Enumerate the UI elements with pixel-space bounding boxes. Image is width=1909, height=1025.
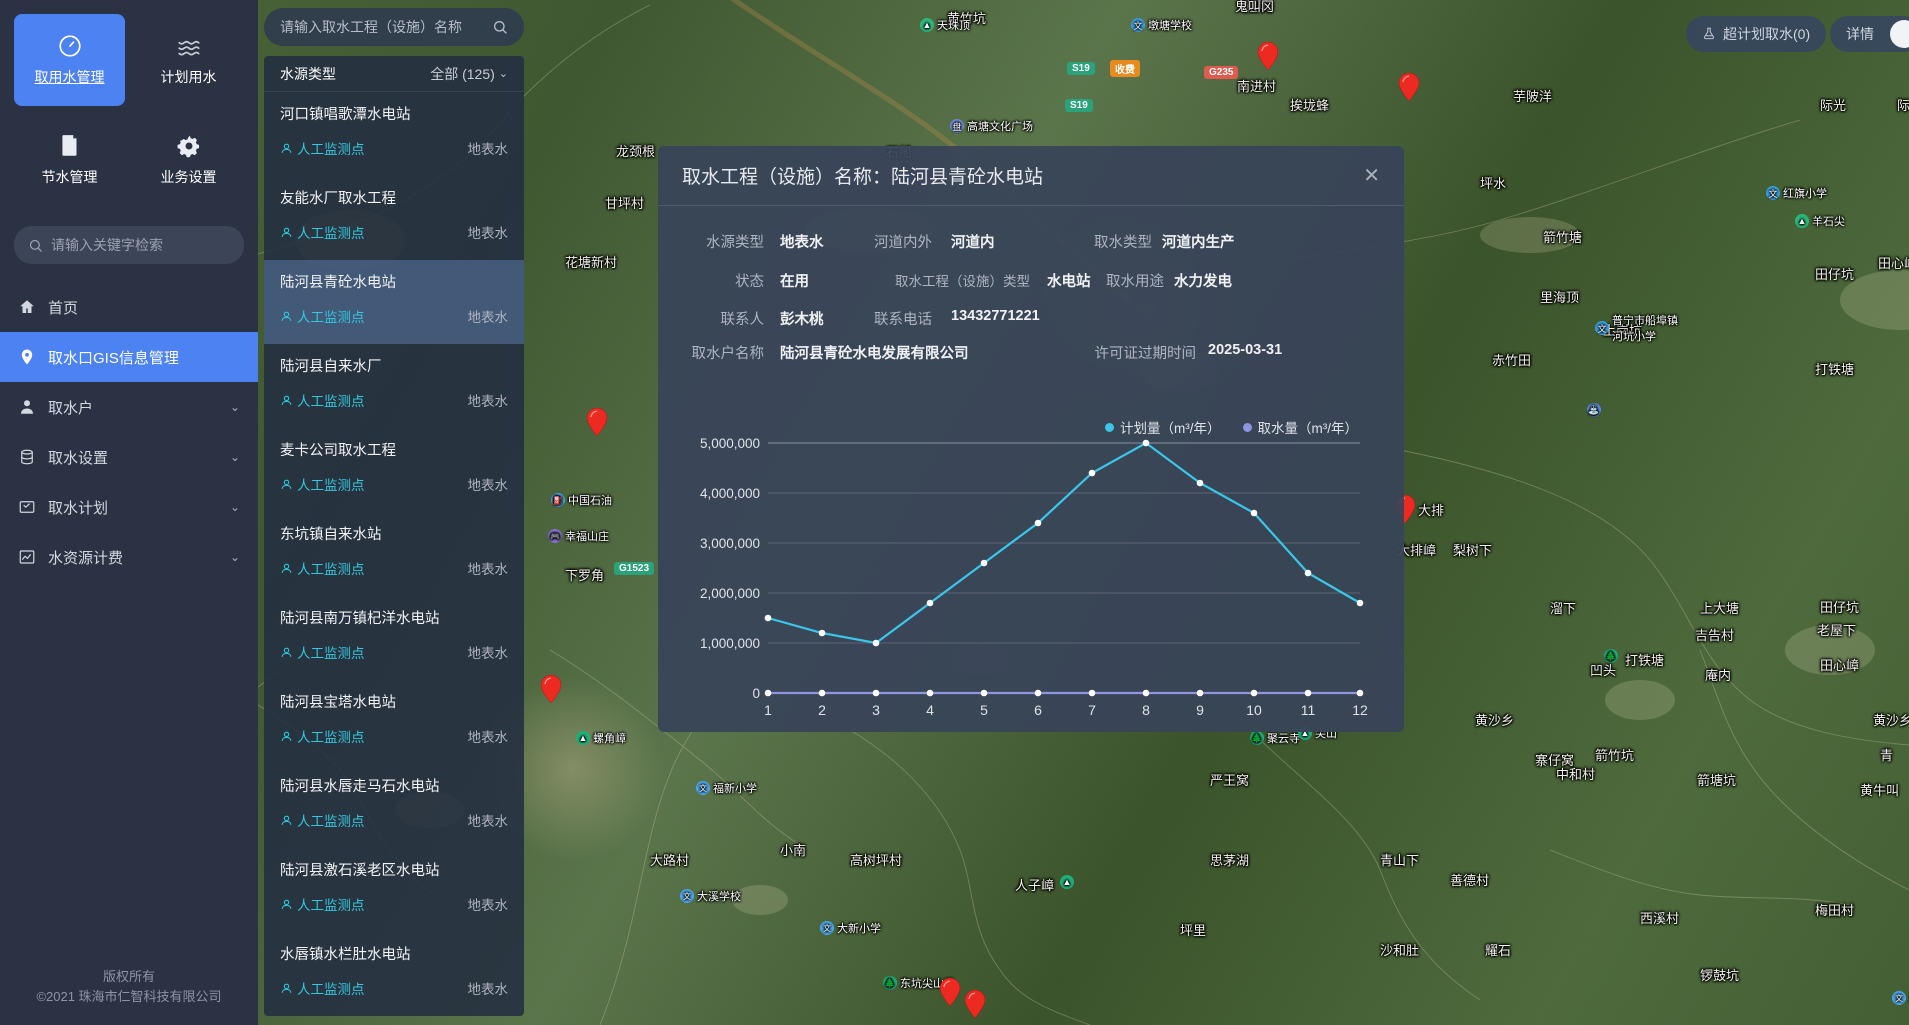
svg-text:1: 1 bbox=[764, 702, 772, 718]
svg-text:10: 10 bbox=[1246, 702, 1262, 718]
svg-text:9: 9 bbox=[1196, 702, 1204, 718]
svg-text:4,000,000: 4,000,000 bbox=[700, 486, 760, 501]
svg-text:2: 2 bbox=[818, 702, 826, 718]
svg-text:4: 4 bbox=[926, 702, 934, 718]
svg-text:1,000,000: 1,000,000 bbox=[700, 636, 760, 651]
svg-text:12: 12 bbox=[1352, 702, 1368, 718]
svg-text:3: 3 bbox=[872, 702, 880, 718]
svg-text:0: 0 bbox=[752, 686, 760, 701]
svg-text:3,000,000: 3,000,000 bbox=[700, 536, 760, 551]
svg-text:2,000,000: 2,000,000 bbox=[700, 586, 760, 601]
svg-text:5: 5 bbox=[980, 702, 988, 718]
svg-text:11: 11 bbox=[1301, 702, 1316, 718]
svg-text:6: 6 bbox=[1034, 702, 1042, 718]
svg-text:5,000,000: 5,000,000 bbox=[700, 436, 760, 451]
svg-text:8: 8 bbox=[1142, 702, 1150, 718]
svg-text:7: 7 bbox=[1088, 702, 1096, 718]
